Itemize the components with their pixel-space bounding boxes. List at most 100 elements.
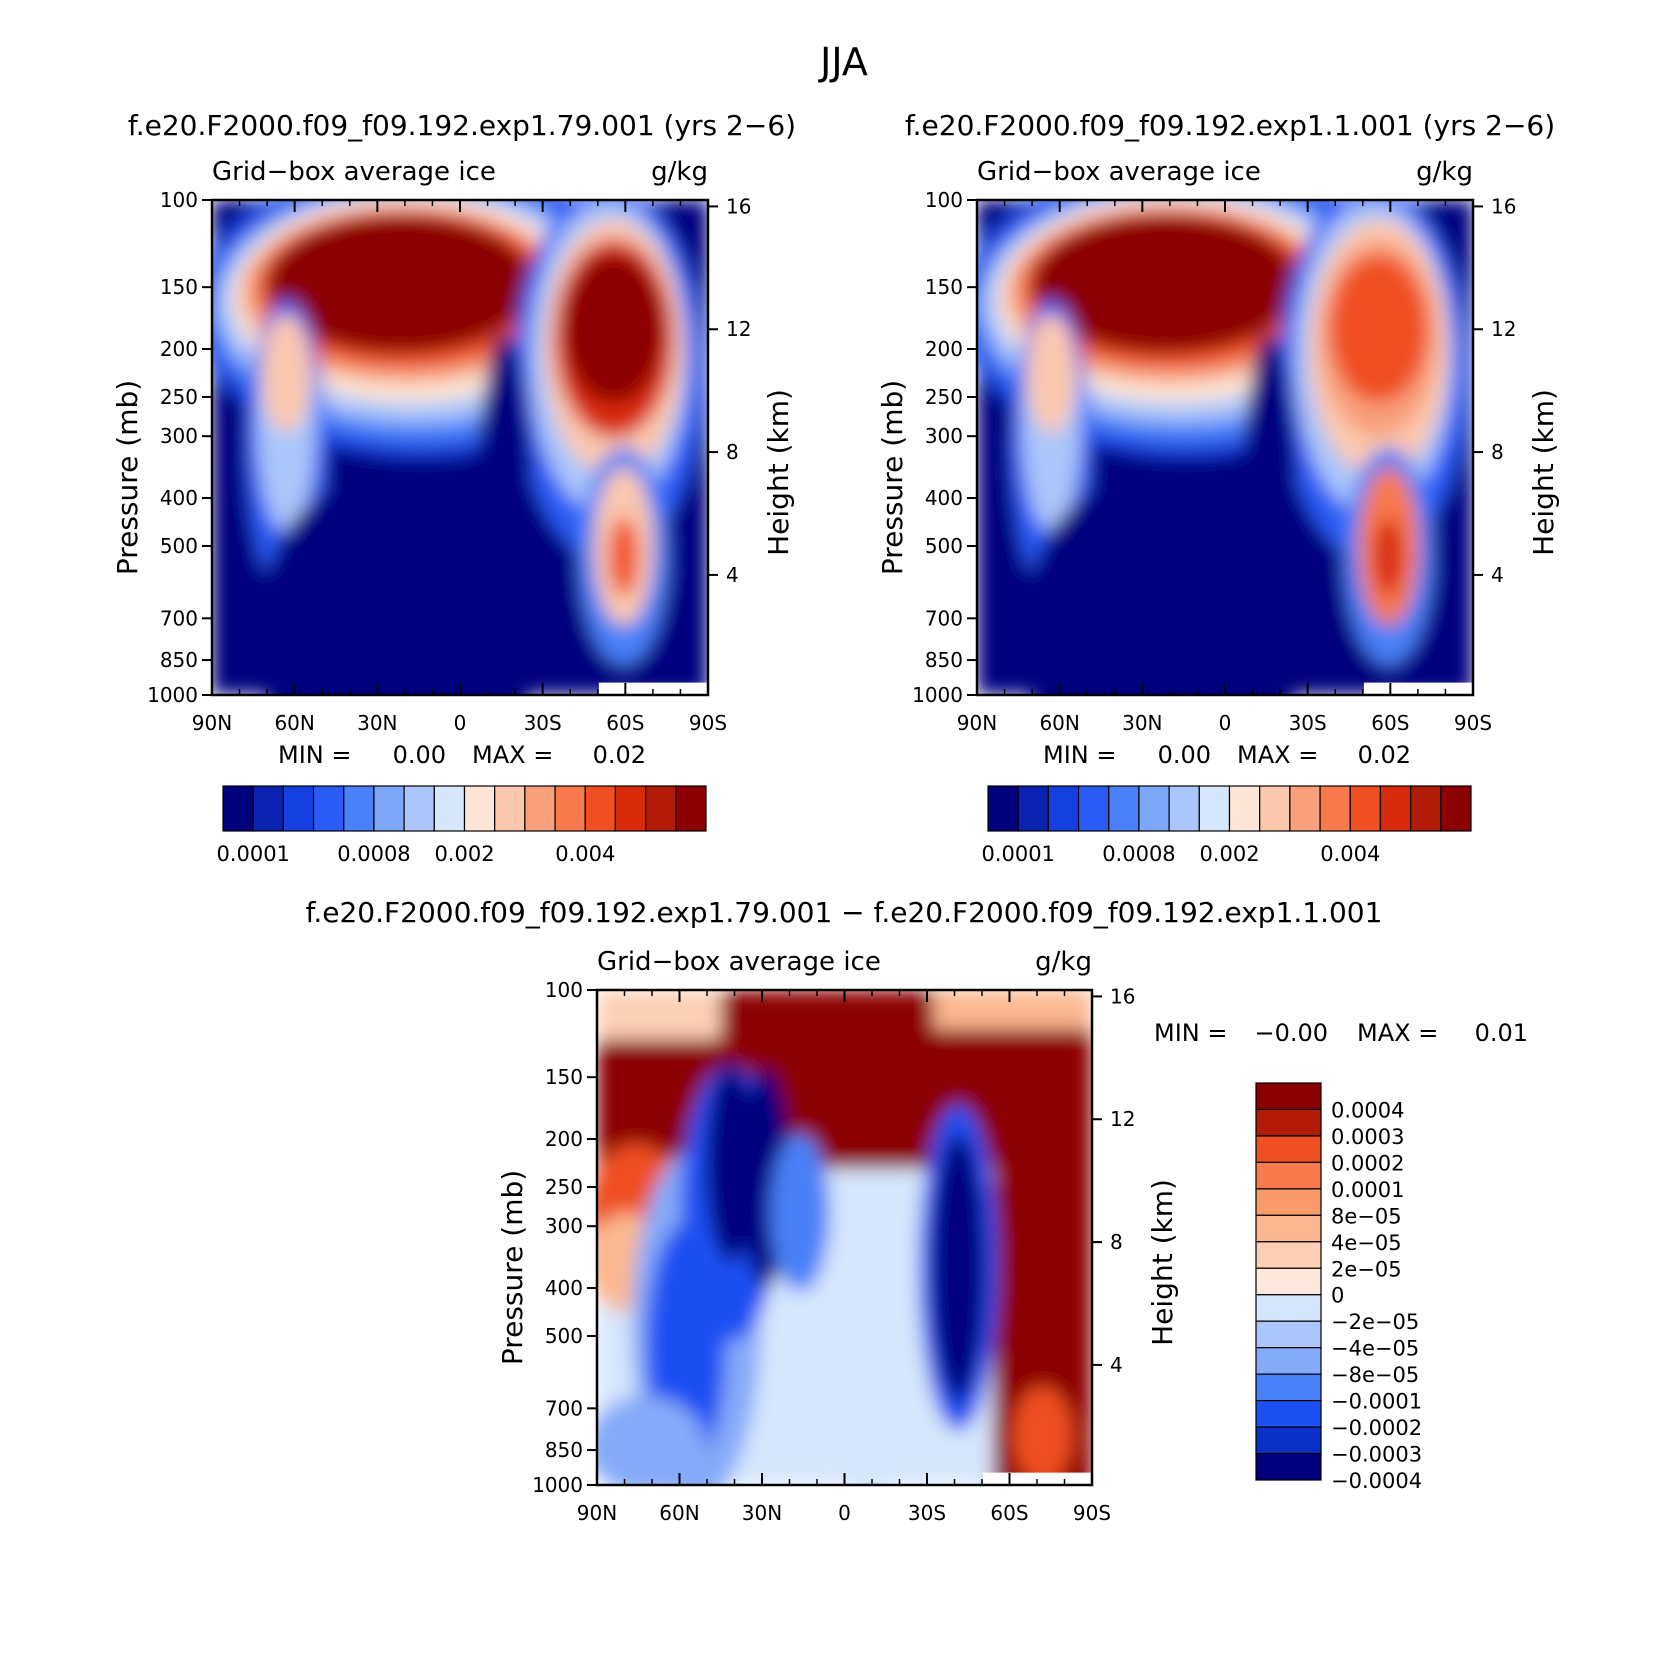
colorbar-box — [1379, 785, 1412, 832]
y-axis-label: Pressure (mb) — [111, 380, 144, 575]
height-tick-label: 12 — [1491, 317, 1516, 341]
field-layers — [597, 990, 1092, 1485]
colorbar-label: 0.0001 — [216, 842, 289, 866]
height-tick-label: 16 — [1110, 984, 1135, 1008]
y-tick-label: 700 — [925, 606, 963, 630]
field — [212, 200, 708, 695]
field-contour-shlow-2 — [608, 516, 639, 597]
colorbar-label: −2e−05 — [1331, 1310, 1419, 1334]
colorbar-box — [373, 785, 405, 832]
colorbar-box — [494, 785, 526, 832]
colorbar-label: 0.004 — [1320, 842, 1380, 866]
field-negative-5 — [770, 1133, 830, 1292]
min-value: 0.00 — [1158, 741, 1211, 769]
colorbar-label: 0 — [1331, 1284, 1344, 1308]
variable-label: Grid−box average ice — [597, 947, 881, 977]
y-tick-label: 300 — [925, 424, 963, 448]
field-contour-nh-2 — [261, 313, 312, 433]
colorbar-label: 4e−05 — [1331, 1231, 1402, 1255]
field-nh-negative-low — [597, 1395, 706, 1485]
colorbar-box — [1255, 1399, 1322, 1428]
y-axis-label-right: Height (km) — [1527, 389, 1560, 556]
y-tick-label: 700 — [545, 1396, 583, 1420]
y-tick-label: 500 — [160, 534, 198, 558]
x-tick-label: 0 — [838, 1501, 851, 1525]
y-axis-label-right: Height (km) — [762, 389, 795, 556]
y-tick-label: 150 — [545, 1065, 583, 1089]
colorbar-label: 0.004 — [555, 842, 615, 866]
colorbar-label: −4e−05 — [1331, 1337, 1419, 1361]
max-label: MAX = — [472, 741, 553, 769]
colorbar-box — [403, 785, 435, 832]
min-label: MIN = — [278, 741, 351, 769]
panel-difference: f.e20.F2000.f09_f09.192.exp1.79.001 − f.… — [306, 896, 1528, 1525]
min-label: MIN = — [1043, 741, 1116, 769]
x-tick-label: 30N — [1122, 711, 1162, 735]
colorbar-box — [554, 785, 586, 832]
colorbar-label: −0.0002 — [1331, 1416, 1422, 1440]
x-tick-label: 90N — [957, 711, 997, 735]
y-axis-label: Pressure (mb) — [496, 1170, 529, 1365]
field-nh-stratosphere — [597, 990, 721, 1040]
y-tick-label: 250 — [925, 385, 963, 409]
height-tick-label: 8 — [726, 440, 739, 464]
y-tick-label: 850 — [160, 648, 198, 672]
min-value: 0.00 — [393, 741, 446, 769]
colorbar-box — [1255, 1161, 1322, 1190]
y-tick-label: 400 — [545, 1276, 583, 1300]
colorbar-box — [1255, 1294, 1322, 1322]
field-layers — [977, 200, 1473, 695]
field-layers — [212, 200, 708, 695]
field-tropics-near-zero — [819, 1252, 919, 1485]
min-value: −0.00 — [1254, 1019, 1328, 1047]
y-tick-label: 150 — [160, 275, 198, 299]
x-tick-label: 30N — [357, 711, 397, 735]
colorbar-box — [1319, 785, 1351, 832]
x-tick-label: 60N — [659, 1501, 699, 1525]
x-tick-label: 90S — [1454, 711, 1492, 735]
colorbar-box — [1289, 785, 1321, 832]
colorbar-box — [1168, 785, 1200, 832]
max-label: MAX = — [1237, 741, 1318, 769]
field-sh-stratosphere — [933, 990, 1092, 1030]
colorbar-box — [343, 785, 375, 832]
colorbar-box — [1255, 1108, 1322, 1137]
panel-title: f.e20.F2000.f09_f09.192.exp1.79.001 (yrs… — [128, 109, 796, 142]
colorbar-box — [1077, 785, 1110, 832]
field-contour-tropics-6 — [266, 214, 535, 354]
colorbar-label: −8e−05 — [1331, 1363, 1419, 1387]
y-tick-label: 500 — [925, 534, 963, 558]
y-tick-label: 200 — [925, 337, 963, 361]
field — [977, 200, 1473, 695]
panel-title: f.e20.F2000.f09_f09.192.exp1.79.001 − f.… — [306, 896, 1383, 929]
colorbar-box — [1255, 1320, 1322, 1349]
x-tick-label: 90S — [689, 711, 727, 735]
x-tick-label: 60N — [274, 711, 314, 735]
colorbar-box — [524, 785, 556, 832]
colorbar-box — [1255, 1426, 1322, 1455]
colorbar-box — [282, 785, 315, 832]
variable-label: Grid−box average ice — [212, 157, 496, 187]
height-tick-label: 4 — [726, 563, 739, 587]
colorbar-box — [1198, 785, 1231, 832]
colorbar-label: −0.0001 — [1331, 1390, 1422, 1414]
field — [597, 990, 1092, 1485]
y-tick-label: 200 — [545, 1127, 583, 1151]
colorbar-box — [987, 785, 1019, 832]
field-contour-sh-4 — [1329, 254, 1429, 403]
colorbar-box — [1255, 1241, 1322, 1269]
colorbar-box — [1255, 1373, 1322, 1402]
colorbar-box — [614, 785, 647, 832]
colorbar-label: −0.0004 — [1331, 1469, 1422, 1493]
colorbar-box — [1255, 1188, 1322, 1216]
field-lower-trop — [1021, 477, 1260, 695]
panel-title: f.e20.F2000.f09_f09.192.exp1.1.001 (yrs … — [905, 109, 1555, 142]
y-tick-label: 500 — [545, 1324, 583, 1348]
variable-label: Grid−box average ice — [977, 157, 1261, 187]
colorbar-box — [1440, 785, 1472, 832]
y-tick-label: 300 — [545, 1214, 583, 1238]
colorbar-box — [1349, 785, 1382, 832]
colorbar-box — [1017, 785, 1049, 832]
figure-title: JJA — [818, 40, 868, 84]
